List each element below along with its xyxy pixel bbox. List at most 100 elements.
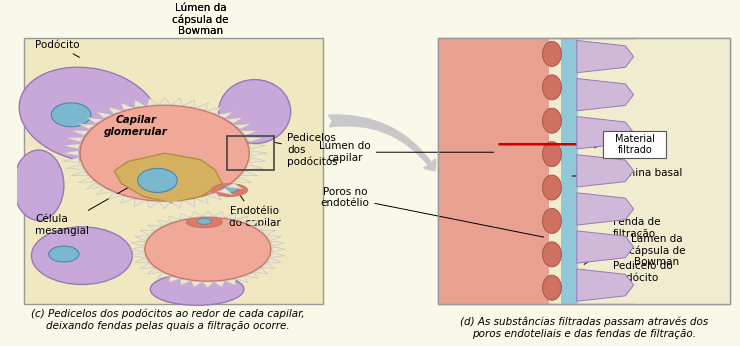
Polygon shape bbox=[62, 151, 78, 156]
Polygon shape bbox=[78, 177, 95, 183]
Text: Poros no
endotélio: Poros no endotélio bbox=[320, 186, 544, 237]
Polygon shape bbox=[158, 273, 171, 279]
Text: Endotélio
do capilar: Endotélio do capilar bbox=[229, 192, 280, 228]
Polygon shape bbox=[147, 98, 158, 106]
Polygon shape bbox=[121, 103, 134, 110]
Polygon shape bbox=[217, 188, 233, 195]
Ellipse shape bbox=[212, 184, 247, 197]
FancyBboxPatch shape bbox=[561, 38, 578, 304]
Polygon shape bbox=[114, 153, 222, 203]
Polygon shape bbox=[267, 236, 281, 240]
Polygon shape bbox=[235, 177, 252, 183]
Polygon shape bbox=[64, 144, 80, 149]
Polygon shape bbox=[78, 124, 95, 129]
Ellipse shape bbox=[49, 246, 79, 262]
Polygon shape bbox=[87, 117, 103, 123]
FancyBboxPatch shape bbox=[24, 38, 323, 304]
Polygon shape bbox=[184, 199, 195, 207]
Polygon shape bbox=[64, 158, 80, 163]
Polygon shape bbox=[159, 202, 170, 209]
Polygon shape bbox=[181, 279, 191, 285]
Polygon shape bbox=[169, 216, 181, 222]
Polygon shape bbox=[67, 137, 84, 142]
Polygon shape bbox=[71, 131, 89, 135]
Text: Lúmen da
cápsula de
Bowman: Lúmen da cápsula de Bowman bbox=[172, 2, 229, 36]
Polygon shape bbox=[171, 98, 183, 106]
Polygon shape bbox=[254, 268, 268, 274]
Polygon shape bbox=[245, 220, 258, 226]
Ellipse shape bbox=[197, 219, 212, 224]
Text: Lúmen do
capilar: Lúmen do capilar bbox=[319, 142, 494, 163]
Text: Fenda de
filtração: Fenda de filtração bbox=[584, 217, 661, 264]
Ellipse shape bbox=[150, 273, 244, 305]
Ellipse shape bbox=[80, 105, 249, 201]
Polygon shape bbox=[267, 258, 281, 263]
Ellipse shape bbox=[542, 75, 562, 100]
Ellipse shape bbox=[542, 142, 562, 167]
Text: Lâmina basal: Lâmina basal bbox=[572, 169, 682, 179]
FancyBboxPatch shape bbox=[438, 38, 730, 304]
Polygon shape bbox=[195, 197, 209, 203]
Polygon shape bbox=[235, 124, 252, 129]
Polygon shape bbox=[249, 158, 266, 163]
Polygon shape bbox=[240, 171, 258, 176]
Polygon shape bbox=[225, 213, 235, 219]
Polygon shape bbox=[135, 258, 149, 263]
Polygon shape bbox=[576, 269, 633, 301]
Polygon shape bbox=[206, 193, 221, 200]
Polygon shape bbox=[576, 231, 633, 263]
Polygon shape bbox=[240, 131, 258, 135]
Ellipse shape bbox=[186, 217, 222, 228]
Text: Lúmen da
cápsula de
Bowman: Lúmen da cápsula de Bowman bbox=[629, 234, 685, 267]
Text: Material
filtrado: Material filtrado bbox=[615, 134, 655, 155]
FancyBboxPatch shape bbox=[438, 38, 549, 304]
Polygon shape bbox=[245, 273, 258, 279]
Polygon shape bbox=[130, 247, 143, 252]
Ellipse shape bbox=[218, 80, 291, 144]
Polygon shape bbox=[202, 282, 214, 288]
Polygon shape bbox=[254, 225, 268, 230]
Polygon shape bbox=[226, 117, 243, 123]
Polygon shape bbox=[217, 112, 233, 118]
Polygon shape bbox=[226, 183, 243, 189]
Ellipse shape bbox=[542, 275, 562, 300]
Ellipse shape bbox=[542, 208, 562, 234]
Polygon shape bbox=[135, 100, 146, 107]
Polygon shape bbox=[251, 151, 267, 156]
Ellipse shape bbox=[542, 242, 562, 267]
Polygon shape bbox=[246, 137, 263, 142]
Ellipse shape bbox=[13, 150, 64, 220]
Polygon shape bbox=[131, 253, 145, 257]
FancyBboxPatch shape bbox=[635, 38, 730, 304]
Polygon shape bbox=[246, 164, 263, 170]
Polygon shape bbox=[272, 247, 286, 252]
Polygon shape bbox=[181, 213, 191, 219]
Polygon shape bbox=[67, 164, 84, 170]
Polygon shape bbox=[235, 276, 247, 282]
Polygon shape bbox=[148, 268, 162, 274]
Polygon shape bbox=[261, 230, 275, 235]
Polygon shape bbox=[225, 279, 235, 285]
Polygon shape bbox=[96, 188, 112, 195]
Polygon shape bbox=[195, 103, 209, 110]
Polygon shape bbox=[131, 241, 145, 246]
Ellipse shape bbox=[32, 227, 132, 284]
Polygon shape bbox=[96, 112, 112, 118]
Polygon shape bbox=[213, 281, 225, 287]
Ellipse shape bbox=[542, 175, 562, 200]
Ellipse shape bbox=[138, 169, 178, 192]
Polygon shape bbox=[135, 236, 149, 240]
Polygon shape bbox=[147, 201, 158, 208]
Polygon shape bbox=[576, 40, 633, 73]
Polygon shape bbox=[261, 263, 275, 268]
Polygon shape bbox=[158, 220, 171, 226]
Polygon shape bbox=[576, 155, 633, 187]
Ellipse shape bbox=[19, 67, 159, 162]
Polygon shape bbox=[576, 117, 633, 149]
Text: (d) As substâncias filtradas passam através dos
poros endoteliais e das fendas d: (d) As substâncias filtradas passam atra… bbox=[460, 317, 708, 339]
Polygon shape bbox=[249, 144, 266, 149]
Polygon shape bbox=[184, 100, 195, 107]
Polygon shape bbox=[171, 201, 183, 208]
Ellipse shape bbox=[51, 103, 91, 127]
Polygon shape bbox=[148, 225, 162, 230]
